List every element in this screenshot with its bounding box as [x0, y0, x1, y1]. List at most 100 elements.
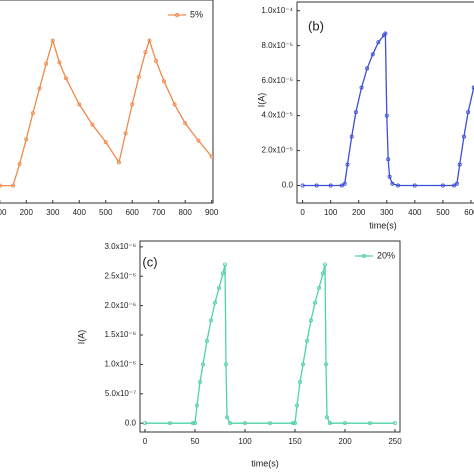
data-point — [44, 61, 49, 66]
data-point — [365, 66, 370, 71]
data-point — [222, 262, 227, 267]
y-tick-label: 1.5x10⁻⁶ — [104, 330, 136, 339]
x-tick-label: 100 — [0, 208, 7, 217]
data-point — [17, 161, 22, 166]
data-point — [209, 154, 213, 159]
data-point — [64, 76, 69, 81]
x-tick-label: 400 — [408, 208, 422, 217]
plot-area — [0, 38, 213, 188]
y-tick-label: 2.5x10⁻⁶ — [104, 271, 136, 280]
x-tick-label: 500 — [99, 208, 113, 217]
y-tick-label: 2.0x10⁻⁵ — [261, 146, 293, 155]
data-point — [390, 181, 395, 186]
panel: 100 200 300 400 500 600 700 800 900 5% — [0, 0, 219, 217]
plot-frame — [0, 0, 214, 204]
data-point — [227, 421, 232, 426]
x-tick-label: 400 — [73, 208, 87, 217]
x-tick-label: 800 — [179, 208, 193, 217]
x-tick-label: 50 — [191, 437, 200, 446]
y-axis-label: I(A) — [256, 93, 266, 108]
x-tick-label: 250 — [388, 437, 402, 446]
series-line — [302, 31, 474, 187]
data-point — [143, 50, 148, 55]
data-point — [461, 134, 466, 139]
data-point — [154, 58, 159, 63]
data-point — [223, 362, 228, 367]
data-point — [342, 181, 347, 186]
data-point — [320, 271, 325, 276]
data-point — [323, 362, 328, 367]
data-point — [0, 183, 2, 188]
legend-marker — [174, 12, 180, 18]
data-point — [123, 131, 128, 136]
data-point — [297, 380, 302, 385]
y-tick-label: 8.0x10⁻⁵ — [261, 41, 293, 50]
y-tick-label: 3.0x10⁻⁶ — [104, 242, 136, 251]
x-tick-label: 600 — [126, 208, 140, 217]
x-tick-label: 0 — [300, 208, 305, 217]
data-point — [130, 102, 135, 107]
series-line — [0, 38, 213, 187]
x-tick-label: 100 — [324, 208, 338, 217]
data-point — [161, 79, 166, 84]
x-tick-label: 600 — [464, 208, 474, 217]
data-point — [103, 140, 108, 145]
data-point — [316, 286, 321, 291]
data-point — [57, 60, 62, 65]
x-tick-label: 200 — [338, 437, 352, 446]
data-point — [220, 271, 225, 276]
y-tick-label: 1.0x10⁻⁴ — [261, 6, 293, 15]
y-tick-label: 4.0x10⁻⁵ — [261, 111, 293, 120]
data-point — [308, 318, 313, 323]
data-point — [192, 421, 197, 426]
y-axis-label: I(A) — [76, 330, 86, 345]
data-point — [37, 86, 42, 91]
y-tick-label: 2.0x10⁻⁶ — [104, 301, 136, 310]
data-point — [300, 183, 305, 188]
x-tick-label: 900 — [205, 208, 219, 217]
data-point — [412, 183, 417, 188]
data-point — [314, 183, 319, 188]
data-point — [367, 421, 372, 426]
data-point — [454, 181, 459, 186]
plot-frame — [139, 240, 401, 433]
data-point — [290, 421, 295, 426]
plot-area — [142, 262, 397, 426]
x-tick-label: 200 — [352, 208, 366, 217]
data-point — [24, 137, 29, 142]
data-point — [136, 74, 141, 79]
data-point — [30, 111, 35, 116]
data-point — [142, 421, 147, 426]
data-point — [200, 362, 205, 367]
data-point — [197, 380, 202, 385]
data-point — [345, 162, 350, 167]
data-point — [216, 286, 221, 291]
data-point — [384, 113, 389, 118]
x-tick-label: 200 — [20, 208, 34, 217]
data-point — [359, 85, 364, 90]
y-tick-label: 6.0x10⁻⁵ — [261, 76, 293, 85]
data-point — [50, 38, 55, 43]
data-point — [204, 338, 209, 343]
data-point — [11, 183, 16, 188]
data-point — [294, 403, 299, 408]
data-point — [370, 52, 375, 57]
legend-marker — [361, 253, 367, 259]
data-point — [242, 421, 247, 426]
data-point — [392, 421, 397, 426]
data-point — [167, 421, 172, 426]
x-tick-label: 500 — [436, 208, 450, 217]
x-tick-label: 0 — [143, 437, 148, 446]
data-point — [194, 403, 199, 408]
x-tick-label: 150 — [288, 437, 302, 446]
data-point — [208, 318, 213, 323]
data-point — [190, 421, 195, 426]
data-point — [457, 162, 462, 167]
data-point — [386, 157, 391, 162]
panel: 0 100 200 300 400 500 600 0.0 2.0x10⁻⁵ 4.0x10⁻⁵ 6.… — [256, 1, 474, 230]
data-point — [77, 102, 82, 107]
x-axis-label: time(s) — [369, 220, 397, 230]
data-point — [292, 421, 297, 426]
y-tick-label: 0.0 — [282, 181, 294, 190]
